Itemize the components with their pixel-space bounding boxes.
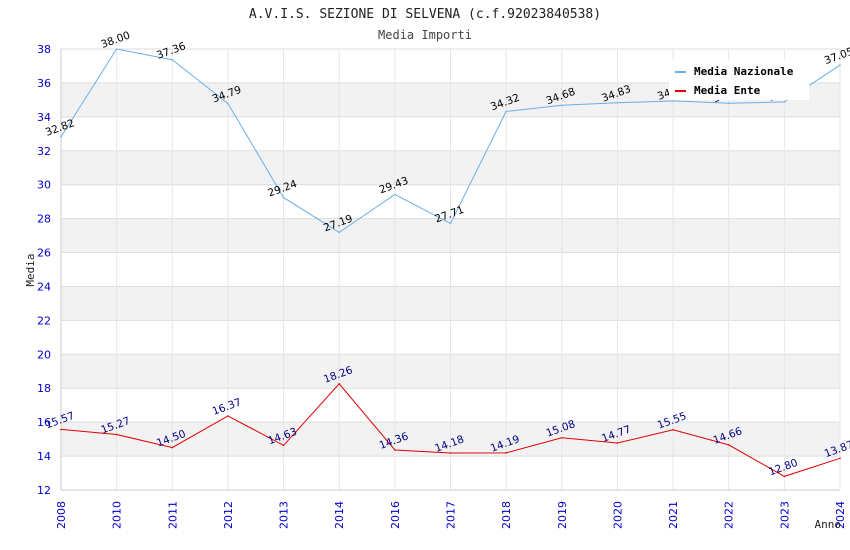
data-point <box>505 110 507 113</box>
data-label: 37.36 <box>155 40 188 62</box>
data-point <box>60 136 62 138</box>
x-tick-label: 2020 <box>611 501 624 529</box>
x-axis-label: Anno <box>815 518 842 531</box>
y-tick-label: 34 <box>37 111 51 124</box>
data-point <box>227 415 229 417</box>
data-point <box>672 100 674 102</box>
x-tick-label: 2013 <box>278 501 291 529</box>
data-point <box>616 101 619 104</box>
data-point <box>839 64 841 66</box>
data-label: 16.37 <box>211 396 243 418</box>
data-point <box>505 452 507 454</box>
x-tick-label: 2024 <box>834 501 847 529</box>
y-tick-label: 26 <box>37 247 51 260</box>
data-point <box>282 444 285 447</box>
x-tick-label: 2016 <box>389 501 402 529</box>
y-tick-label: 38 <box>37 43 51 56</box>
data-point <box>449 222 452 225</box>
legend-background <box>669 60 809 100</box>
data-point <box>338 383 341 385</box>
data-point <box>560 436 563 439</box>
legend-label: Media Nazionale <box>694 65 794 78</box>
data-point <box>60 428 62 431</box>
y-tick-label: 22 <box>37 314 51 327</box>
y-tick-label: 36 <box>37 77 51 90</box>
data-point <box>394 449 396 451</box>
data-point <box>560 104 563 107</box>
y-tick-label: 24 <box>37 280 51 293</box>
data-point <box>115 48 118 50</box>
y-tick-label: 12 <box>37 484 51 497</box>
data-point <box>727 444 730 446</box>
y-axis-label: Media <box>24 253 37 286</box>
data-point <box>616 442 619 444</box>
grid-lines <box>60 48 841 491</box>
data-point <box>783 101 786 103</box>
x-tick-label: 2008 <box>55 501 68 529</box>
x-tick-label: 2012 <box>222 501 235 529</box>
data-label: 12.80 <box>767 457 799 479</box>
y-tick-label: 28 <box>37 213 51 226</box>
x-tick-label: 2014 <box>333 501 346 529</box>
data-point <box>449 452 452 454</box>
y-tick-label: 16 <box>37 416 51 429</box>
x-tick-label: 2017 <box>445 501 458 529</box>
x-tick-label: 2022 <box>723 501 736 529</box>
legend-label: Media Ente <box>694 84 761 97</box>
data-point <box>115 433 118 436</box>
x-tick-label: 2019 <box>556 501 569 529</box>
legend: Media Nazionale Media Ente <box>669 60 809 100</box>
data-point <box>727 102 730 105</box>
y-tick-label: 14 <box>37 450 51 463</box>
series-group <box>60 48 841 478</box>
data-point <box>783 475 786 478</box>
data-point <box>171 446 174 449</box>
x-tick-label: 2010 <box>111 501 124 529</box>
y-axis-ticks: 12 14 16 18 20 22 24 26 28 30 32 34 36 38 <box>37 43 51 497</box>
data-point <box>171 59 174 61</box>
x-tick-label: 2023 <box>778 501 791 529</box>
y-tick-label: 20 <box>37 348 51 361</box>
x-tick-label: 2011 <box>166 501 179 529</box>
data-point <box>839 457 841 460</box>
data-point <box>282 196 285 199</box>
x-tick-label: 2021 <box>667 501 680 529</box>
data-label: 38.00 <box>99 29 131 51</box>
y-tick-label: 32 <box>37 145 51 158</box>
y-tick-label: 18 <box>37 382 51 395</box>
y-tick-label: 30 <box>37 179 51 192</box>
data-point <box>394 193 396 196</box>
x-axis-ticks: 2008 2010 2011 2012 2013 2014 2016 2017 2018 2019… <box>55 501 847 529</box>
data-point <box>672 428 674 431</box>
data-point <box>338 231 341 234</box>
chart-title: A.V.I.S. SEZIONE DI SELVENA (c.f.9202384… <box>249 7 601 22</box>
data-point <box>227 102 229 105</box>
x-tick-label: 2018 <box>500 501 513 529</box>
chart-subtitle: Media Importi <box>378 28 472 42</box>
